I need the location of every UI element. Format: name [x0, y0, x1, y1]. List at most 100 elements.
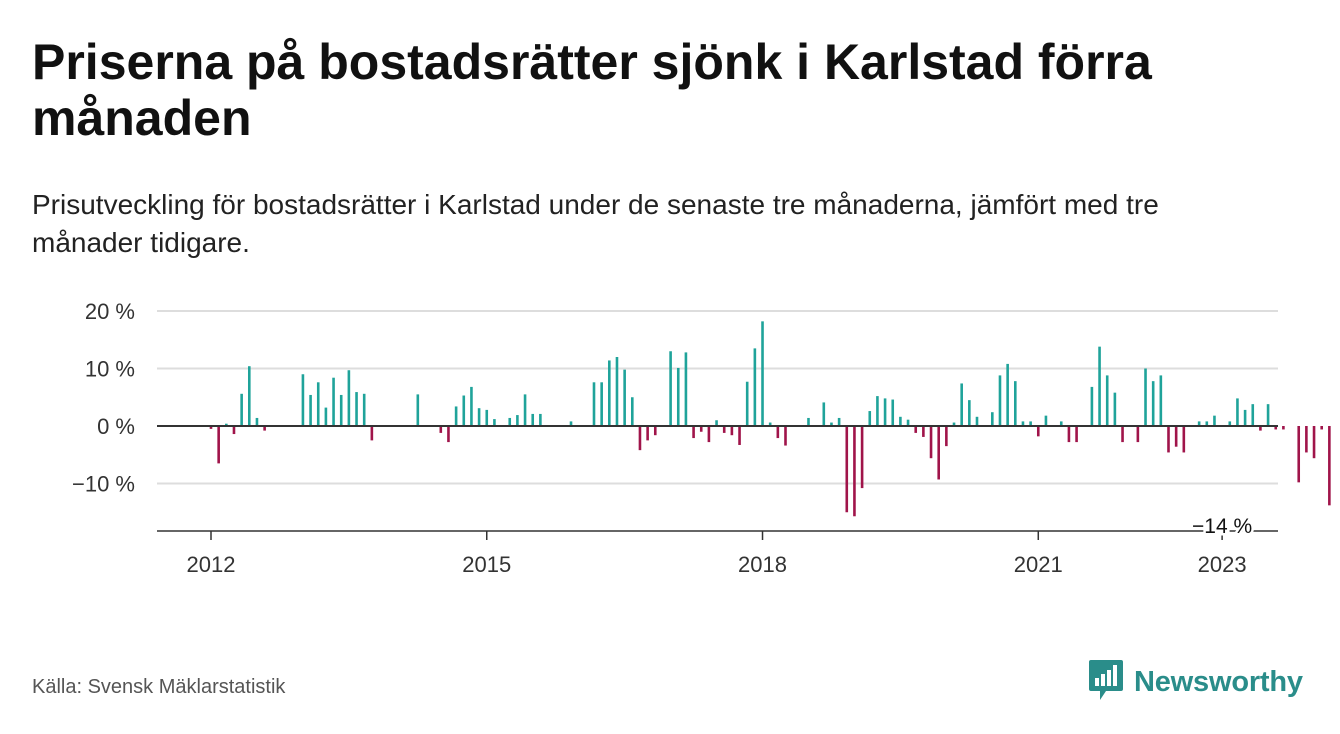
y-tick-label: 20 % [85, 299, 135, 324]
y-tick-label: 10 % [85, 357, 135, 382]
bar [1036, 426, 1040, 437]
bar [263, 426, 266, 431]
bar [653, 426, 657, 436]
bar [845, 426, 849, 513]
bar [531, 413, 535, 426]
bar [784, 426, 787, 446]
bar [891, 399, 895, 426]
bar [225, 423, 228, 426]
bar [470, 386, 473, 426]
bar [1282, 426, 1285, 430]
bar [1021, 421, 1025, 426]
bar [968, 400, 971, 427]
bar [1328, 426, 1331, 506]
bar [830, 422, 833, 426]
bar [1174, 426, 1178, 447]
bar [477, 408, 481, 426]
brand-logo[interactable]: Newsworthy [1088, 658, 1303, 707]
bar [692, 426, 695, 439]
bar [1113, 392, 1117, 426]
bar [1098, 346, 1101, 426]
bar [1259, 426, 1262, 431]
bar [592, 382, 596, 426]
bar [347, 370, 351, 426]
bar [439, 426, 443, 433]
bar [362, 393, 366, 426]
bar [462, 395, 466, 426]
x-tick-label: 2018 [738, 552, 787, 577]
x-tick-label: 2023 [1198, 552, 1247, 577]
annotation-label: −14 % [1192, 515, 1252, 538]
bar [707, 426, 711, 443]
chart-subtitle: Prisutveckling för bostadsrätter i Karls… [32, 189, 1159, 258]
bar [1029, 421, 1032, 426]
brand-name: Newsworthy [1134, 665, 1303, 698]
bar [807, 417, 810, 426]
bar [753, 348, 757, 427]
bar [232, 426, 236, 435]
bar [523, 394, 527, 427]
bar [631, 397, 634, 426]
bar [945, 426, 948, 447]
bar [1305, 426, 1308, 453]
bar-chart-speech-bubble-icon [1088, 658, 1124, 707]
bar [516, 415, 519, 426]
bar [1067, 426, 1071, 443]
bar [240, 393, 243, 426]
bar [768, 422, 772, 426]
bar [745, 381, 749, 426]
bar [1266, 404, 1270, 426]
bar [684, 352, 688, 426]
bar [1006, 363, 1009, 426]
bar [615, 357, 619, 426]
x-tick-label: 2021 [1014, 552, 1063, 577]
bar [883, 398, 887, 426]
bar [1197, 421, 1201, 426]
bar [998, 375, 1002, 426]
x-tick-label: 2015 [462, 552, 511, 577]
bar [1105, 375, 1109, 426]
bar [539, 413, 542, 426]
bar [730, 426, 734, 436]
bar [569, 421, 573, 426]
bar [508, 417, 512, 426]
bar [853, 426, 856, 517]
bar [1144, 368, 1147, 426]
bar [1121, 426, 1124, 443]
bar [876, 396, 879, 426]
bar [975, 416, 979, 426]
bar [248, 366, 251, 426]
bar [493, 419, 496, 426]
bar [1236, 398, 1239, 426]
bar [761, 321, 764, 426]
bar [699, 426, 703, 432]
bar [1014, 381, 1017, 426]
bar [316, 382, 320, 426]
bar [309, 394, 312, 426]
bar [776, 426, 780, 439]
bar [209, 426, 213, 429]
bar [868, 411, 872, 426]
x-tick-label: 2012 [187, 552, 236, 577]
bar [646, 426, 649, 441]
bar [301, 374, 305, 426]
bar [339, 394, 343, 426]
bar [1297, 426, 1301, 483]
bar [1159, 375, 1163, 426]
bar [454, 406, 458, 426]
bar [355, 392, 358, 426]
bar [952, 422, 956, 426]
bar [1136, 426, 1140, 443]
bar [929, 426, 933, 459]
bar [1205, 421, 1209, 426]
bar [600, 382, 603, 426]
bar [623, 369, 626, 426]
bar [1151, 381, 1155, 426]
bar [1228, 421, 1232, 426]
bar [608, 360, 611, 426]
bar [1044, 415, 1048, 426]
chart-title: Priserna på bostadsrätter sjönk i Karlst… [32, 34, 1152, 146]
bar [447, 426, 450, 443]
bar [899, 416, 902, 426]
bar [937, 426, 940, 480]
